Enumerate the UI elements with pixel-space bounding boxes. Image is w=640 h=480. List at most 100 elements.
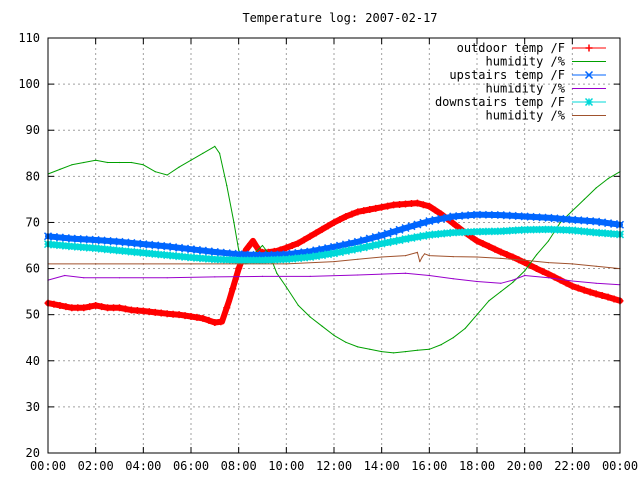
- data-point-series-2: [500, 291, 502, 293]
- legend-label-1: outdoor temp /F: [457, 41, 565, 55]
- data-point-series-1: [571, 285, 573, 287]
- x-tick-label: 08:00: [221, 459, 257, 473]
- data-point-series-5: [571, 229, 573, 231]
- data-point-series-2: [238, 249, 240, 251]
- data-point-series-4: [64, 274, 66, 277]
- data-point-series-1: [607, 296, 609, 298]
- legend-marker-1: [585, 44, 593, 52]
- chart-title: Temperature log: 2007-02-17: [242, 11, 437, 25]
- data-point-series-6: [142, 263, 144, 265]
- data-point-series-1: [202, 317, 204, 319]
- data-point-series-1: [321, 228, 323, 230]
- data-point-series-3: [547, 217, 550, 219]
- data-point-series-5: [547, 228, 550, 230]
- data-point-series-4: [357, 274, 359, 276]
- series-lines: [43, 145, 625, 354]
- data-point-series-3: [118, 241, 121, 243]
- data-point-series-2: [428, 348, 430, 350]
- data-point-series-5: [404, 238, 407, 240]
- data-point-series-5: [190, 256, 192, 259]
- data-point-series-3: [500, 214, 502, 216]
- data-point-series-4: [404, 272, 407, 274]
- data-point-series-2: [488, 300, 490, 302]
- data-point-series-5: [238, 259, 240, 261]
- data-point-series-1: [416, 202, 418, 204]
- data-point-series-6: [428, 255, 430, 257]
- data-point-series-3: [452, 215, 454, 218]
- data-point-series-6: [595, 265, 597, 267]
- x-tick-label: 20:00: [507, 459, 543, 473]
- data-point-series-6: [419, 261, 421, 263]
- data-point-series-2: [107, 161, 109, 164]
- data-point-series-1: [252, 240, 254, 242]
- data-point-series-5: [452, 232, 454, 234]
- data-point-series-2: [416, 349, 418, 351]
- y-tick-label: 30: [26, 400, 40, 414]
- data-point-series-1: [130, 309, 132, 311]
- data-point-series-1: [285, 247, 287, 249]
- data-point-series-4: [476, 280, 478, 283]
- data-point-series-2: [95, 159, 97, 161]
- legend-marker-3: [584, 70, 594, 80]
- data-point-series-1: [357, 211, 359, 213]
- data-point-series-1: [404, 203, 407, 205]
- data-point-series-3: [95, 239, 97, 241]
- data-point-series-2: [452, 337, 454, 339]
- data-point-series-2: [512, 281, 514, 283]
- data-point-series-3: [404, 227, 407, 229]
- data-point-series-5: [500, 230, 502, 232]
- axes: 20 30 40 50 60 70 80 90 100 110 00:00 02:00 04:00 06:…: [18, 31, 638, 473]
- data-point-series-2: [583, 198, 585, 200]
- data-point-series-1: [238, 268, 240, 270]
- data-point-series-5: [357, 248, 359, 250]
- x-tick-label: 06:00: [173, 459, 209, 473]
- y-tick-label: 90: [26, 123, 40, 137]
- data-point-series-1: [524, 262, 526, 264]
- data-point-series-2: [393, 352, 395, 354]
- data-point-series-2: [118, 161, 121, 164]
- data-point-series-2: [440, 344, 442, 346]
- data-point-series-2: [321, 325, 323, 327]
- data-point-series-2: [464, 327, 466, 330]
- data-point-series-4: [571, 280, 573, 282]
- data-point-series-5: [285, 258, 287, 260]
- data-point-series-2: [154, 171, 156, 173]
- y-tick-label: 70: [26, 215, 40, 229]
- data-point-series-6: [452, 256, 454, 258]
- y-tick-label: 110: [18, 31, 40, 45]
- data-point-series-2: [297, 304, 299, 306]
- data-point-series-3: [309, 250, 311, 253]
- x-tick-label: 04:00: [125, 459, 161, 473]
- legend-label-4: humidity /%: [486, 82, 566, 96]
- data-point-series-1: [154, 311, 156, 313]
- data-point-series-2: [214, 145, 216, 147]
- data-point-series-3: [476, 214, 478, 216]
- data-point-series-2: [369, 348, 371, 350]
- data-point-series-5: [214, 258, 216, 260]
- data-point-series-1: [595, 293, 597, 295]
- data-point-series-1: [583, 289, 585, 291]
- y-tick-label: 40: [26, 354, 40, 368]
- data-point-series-3: [214, 251, 216, 253]
- data-point-series-1: [488, 245, 490, 247]
- data-point-series-5: [261, 259, 264, 261]
- data-point-series-2: [536, 254, 538, 256]
- data-point-series-2: [130, 161, 132, 164]
- legend-marker-5: [584, 97, 594, 107]
- x-tick-label: 02:00: [78, 459, 114, 473]
- data-point-series-2: [190, 159, 192, 161]
- data-point-series-1: [476, 240, 478, 242]
- data-point-series-2: [285, 286, 287, 288]
- series-line-4: [47, 272, 621, 286]
- data-point-series-3: [571, 219, 573, 221]
- data-point-series-6: [424, 253, 426, 255]
- data-point-series-1: [221, 321, 223, 323]
- data-point-series-3: [238, 253, 240, 255]
- data-point-series-2: [357, 346, 359, 348]
- data-point-series-6: [524, 259, 526, 261]
- data-point-series-5: [142, 252, 144, 254]
- data-point-series-4: [309, 275, 311, 277]
- data-point-series-2: [142, 164, 144, 166]
